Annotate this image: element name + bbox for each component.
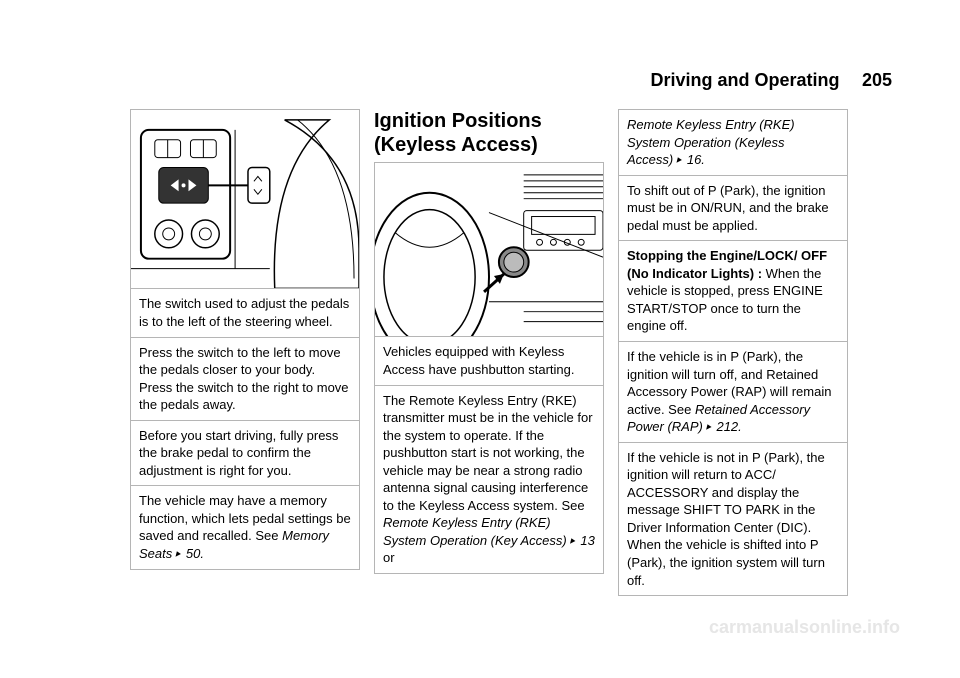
col1-para-3: Before you start driving, fully press th…: [130, 420, 360, 487]
rke-key-xref: Remote Keyless Entry (RKE) System Operat…: [383, 515, 567, 548]
col3-para-3: Stopping the Engine/LOCK/ OFF (No Indica…: [618, 240, 848, 342]
chapter-title: Driving and Operating: [650, 70, 839, 90]
column-1: The switch used to adjust the pedals is …: [130, 109, 360, 596]
col2-p2-or: or: [383, 550, 395, 565]
col1-para-4: The vehicle may have a memory function, …: [130, 485, 360, 569]
page: Driving and Operating 205: [0, 0, 960, 626]
section-title-ignition: Ignition Positions (Keyless Access): [374, 109, 604, 163]
page-header: Driving and Operating 205: [130, 70, 900, 91]
col2-p2-page: 13: [577, 533, 595, 548]
column-3: Remote Keyless Entry (RKE) System Operat…: [618, 109, 848, 596]
col2-p2-text: The Remote Keyless Entry (RKE) transmitt…: [383, 393, 593, 513]
col3-para-5: If the vehicle is not in P (Park), the i…: [618, 442, 848, 596]
col3-para-2: To shift out of P (Park), the ignition m…: [618, 175, 848, 242]
col3-para-1: Remote Keyless Entry (RKE) System Operat…: [618, 109, 848, 176]
col3-p1-page: 16.: [683, 152, 705, 167]
xref-icon: [703, 419, 713, 434]
watermark: carmanualsonline.info: [709, 617, 900, 638]
xref-icon: [673, 152, 683, 167]
ignition-illustration: [374, 162, 604, 337]
col1-para-1: The switch used to adjust the pedals is …: [130, 288, 360, 337]
page-number: 205: [862, 70, 892, 90]
xref-icon: [567, 533, 577, 548]
column-2: Ignition Positions (Keyless Access): [374, 109, 604, 596]
col2-para-2: The Remote Keyless Entry (RKE) transmitt…: [374, 385, 604, 574]
col1-p4-page: 50.: [182, 546, 204, 561]
col1-para-2: Press the switch to the left to move the…: [130, 337, 360, 421]
content-columns: The switch used to adjust the pedals is …: [130, 109, 900, 596]
xref-icon: [172, 546, 182, 561]
pedal-switch-illustration: [130, 109, 360, 289]
col3-para-4: If the vehicle is in P (Park), the ignit…: [618, 341, 848, 443]
col2-para-1: Vehicles equipped with Keyless Access ha…: [374, 336, 604, 385]
rke-keyless-xref: Remote Keyless Entry (RKE) System Operat…: [627, 117, 795, 167]
col3-p4-page: 212.: [713, 419, 742, 434]
